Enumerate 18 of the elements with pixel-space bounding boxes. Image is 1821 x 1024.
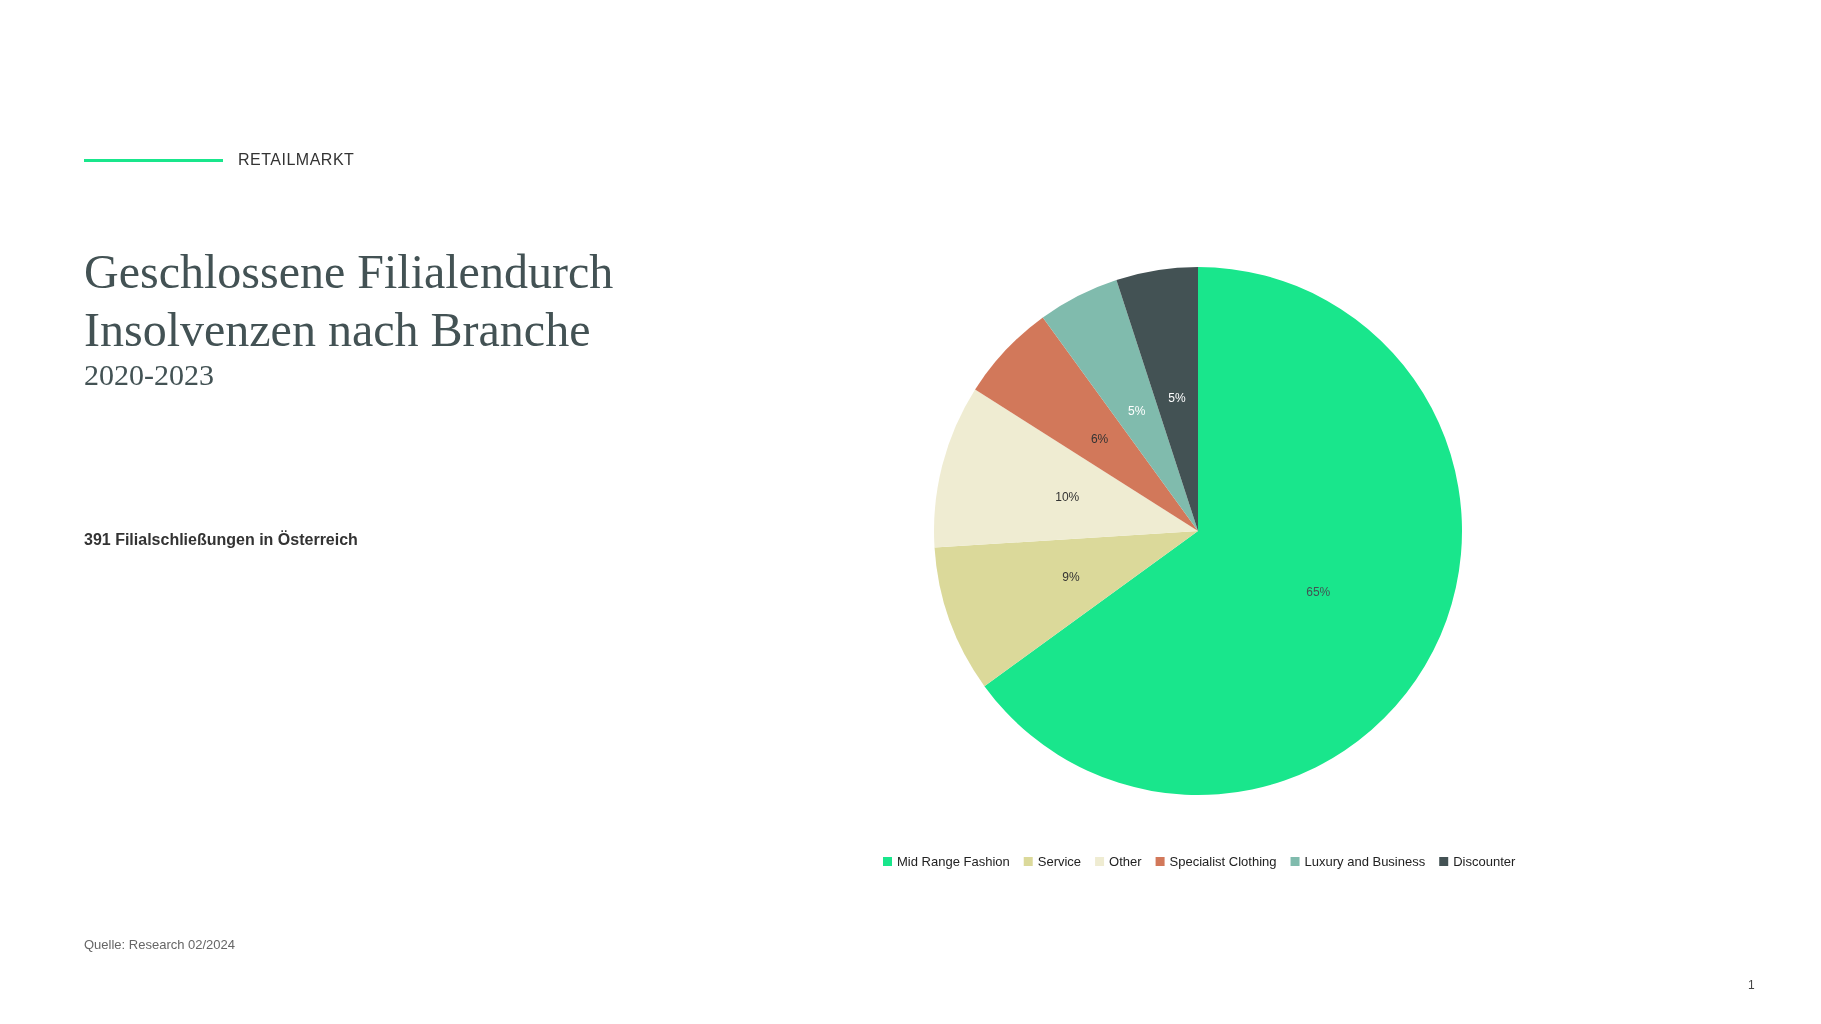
- data-label: 9%: [1062, 569, 1080, 584]
- legend-label: Luxury and Business: [1304, 854, 1426, 869]
- text: 2020-2023: [84, 358, 214, 392]
- legend-label: Service: [1037, 854, 1082, 869]
- legend-label: Other: [1109, 854, 1143, 869]
- data-label: 5%: [1128, 403, 1146, 418]
- text: RETAILMARKT: [238, 151, 355, 169]
- text: 391 Filialschließungen in Österreich: [84, 531, 358, 549]
- legend-label: Specialist Clothing: [1169, 854, 1277, 869]
- data-label: 6%: [1090, 431, 1109, 446]
- data-label: 65%: [1306, 585, 1331, 600]
- legend-label: Mid Range Fashion: [897, 854, 1010, 869]
- text: 1: [1748, 978, 1755, 992]
- source-note: Quelle: Research 02/2024: [84, 937, 236, 952]
- text: Geschlossene Filialendurch Insolvenzen nach Branche: [84, 244, 615, 358]
- data-label: 5%: [1168, 390, 1186, 405]
- legend-label: Discounter: [1453, 854, 1517, 869]
- data-label: 10%: [1055, 490, 1080, 505]
